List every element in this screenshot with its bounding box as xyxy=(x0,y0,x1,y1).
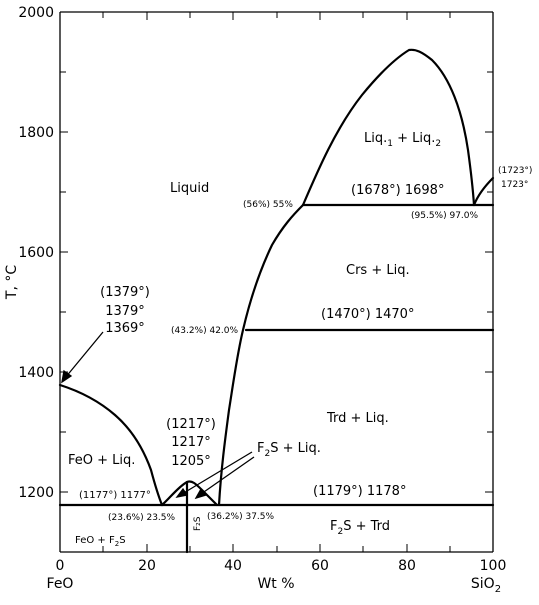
plot-frame xyxy=(59,11,494,553)
y-tick-1400: 1400 xyxy=(18,365,54,381)
ann-feo-melt-1: (1379°) xyxy=(100,285,150,300)
ann-iso-1470: (1470°) 1470° xyxy=(321,307,414,322)
ann-comp-55: (56%) 55% xyxy=(243,200,293,210)
x-tick-labels: 0 20 40 60 80 100 xyxy=(56,558,507,574)
label-liquid: Liquid xyxy=(170,181,209,196)
y-tick-labels: 2000 1800 1600 1400 1200 xyxy=(18,5,54,501)
y-tick-1600: 1600 xyxy=(18,245,54,261)
x-tick-0: 0 xyxy=(56,558,65,574)
miscibility-gap-curve xyxy=(301,48,476,207)
label-feo-f2s: FeO + F2S xyxy=(75,535,126,548)
annotations: (1379°) 1379° 1369° (1217°) 1217° 1205° … xyxy=(79,166,532,523)
x-axis-title: Wt % xyxy=(257,576,294,592)
y-tick-2000: 2000 xyxy=(18,5,54,21)
label-f2s-trd: F2S + Trd xyxy=(330,519,390,537)
y-tick-1800: 1800 xyxy=(18,125,54,141)
label-liq-miscibility: Liq.1 + Liq.2 xyxy=(364,131,441,149)
ann-sio2-melt-1: (1723°) xyxy=(498,166,532,176)
x-tick-80: 80 xyxy=(398,558,416,574)
ann-sio2-melt-2: 1723° xyxy=(501,180,528,190)
label-f2s-liq: F2S + Liq. xyxy=(257,441,321,459)
y-tick-1200: 1200 xyxy=(18,485,54,501)
label-feo-liq: FeO + Liq. xyxy=(68,453,135,468)
x-end-feo: FeO xyxy=(47,576,74,592)
x-tick-40: 40 xyxy=(224,558,242,574)
ann-eutectic-1178: (1179°) 1178° xyxy=(313,484,406,499)
annotation-arrows xyxy=(61,331,255,500)
ann-f2s-melt-2: 1217° xyxy=(171,435,211,450)
label-f2s-vertical: F₂S xyxy=(193,516,203,531)
liquidus-cristobalite-curve xyxy=(472,176,495,207)
liquidus-feo-curve xyxy=(58,383,164,507)
ann-eutectic-1177: (1177°) 1177° xyxy=(79,490,151,501)
ann-feo-melt-3: 1369° xyxy=(105,321,145,336)
label-crs-liq: Crs + Liq. xyxy=(346,263,410,278)
y-axis-ticks xyxy=(60,71,493,493)
ann-comp-420: (43.2%) 42.0% xyxy=(171,326,239,336)
x-end-sio2: SiO2 xyxy=(471,576,501,595)
ann-iso-1698: (1678°) 1698° xyxy=(351,183,444,198)
x-tick-20: 20 xyxy=(138,558,156,574)
phase-boundaries xyxy=(58,48,495,507)
x-tick-100: 100 xyxy=(480,558,507,574)
label-trd-liq: Trd + Liq. xyxy=(326,411,389,426)
ann-comp-375: (36.2%) 37.5% xyxy=(207,512,275,522)
liquidus-f2s-curve xyxy=(160,480,219,507)
ann-f2s-melt-3: 1205° xyxy=(171,454,211,469)
x-axis-ticks xyxy=(102,12,451,552)
ann-comp-235: (23.6%) 23.5% xyxy=(108,513,176,523)
y-axis-title: T, °C xyxy=(4,265,20,300)
liquidus-sio2-curve xyxy=(217,203,305,507)
x-tick-60: 60 xyxy=(311,558,329,574)
ann-f2s-melt-1: (1217°) xyxy=(166,417,216,432)
isotherms xyxy=(58,203,495,554)
ann-comp-97: (95.5%) 97.0% xyxy=(411,211,479,221)
ann-feo-melt-2: 1379° xyxy=(105,304,145,319)
region-labels: Liquid Liq.1 + Liq.2 Crs + Liq. Trd + Li… xyxy=(68,131,441,548)
